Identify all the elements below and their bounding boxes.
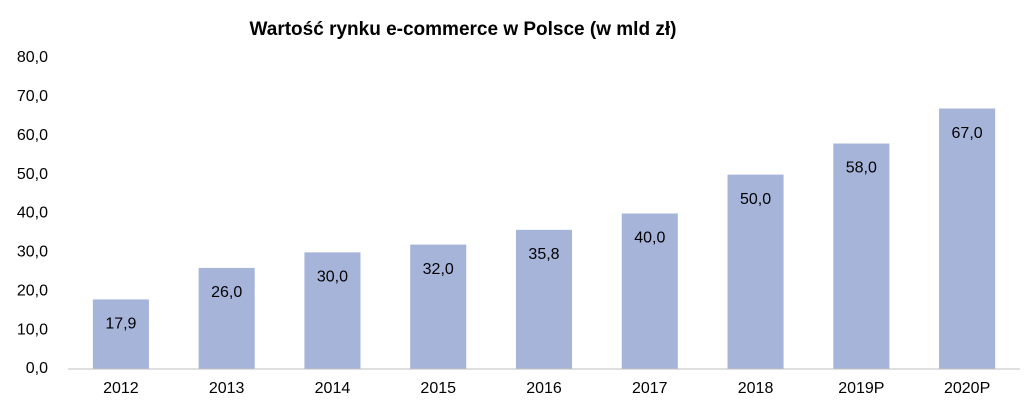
x-tick-label: 2018 — [738, 380, 774, 397]
data-label: 26,0 — [211, 284, 242, 301]
chart-title: Wartość rynku e-commerce w Polsce (w mld… — [250, 19, 677, 40]
data-label: 40,0 — [634, 230, 665, 247]
y-tick-label: 50,0 — [17, 166, 48, 183]
y-tick-label: 10,0 — [17, 321, 48, 338]
bar — [515, 229, 573, 369]
x-tick-label: 2017 — [632, 380, 668, 397]
x-tick-label: 2013 — [209, 380, 245, 397]
data-label: 17,9 — [105, 316, 136, 333]
bar — [621, 213, 678, 369]
y-tick-label: 40,0 — [17, 205, 48, 222]
bar — [410, 244, 467, 369]
y-tick-label: 20,0 — [17, 282, 48, 299]
x-tick-label: 2020P — [944, 380, 990, 397]
data-label: 30,0 — [317, 269, 348, 286]
data-label: 50,0 — [740, 191, 771, 208]
bar — [92, 299, 149, 369]
bar — [304, 252, 361, 369]
x-tick-label: 2019P — [838, 380, 884, 397]
y-tick-label: 60,0 — [17, 127, 48, 144]
x-tick-label: 2016 — [526, 380, 562, 397]
bar — [727, 174, 784, 369]
y-tick-label: 0,0 — [26, 360, 48, 377]
y-tick-label: 30,0 — [17, 244, 48, 261]
x-tick-label: 2015 — [420, 380, 456, 397]
y-tick-label: 80,0 — [17, 49, 48, 66]
y-tick-label: 70,0 — [17, 88, 48, 105]
bar — [833, 143, 890, 369]
data-label: 58,0 — [846, 160, 877, 177]
x-tick-label: 2012 — [103, 380, 139, 397]
bar — [939, 108, 996, 369]
data-label: 35,8 — [528, 246, 559, 263]
x-tick-label: 2014 — [315, 380, 351, 397]
bar — [198, 267, 255, 369]
data-label: 32,0 — [423, 261, 454, 278]
data-label: 67,0 — [952, 125, 983, 142]
